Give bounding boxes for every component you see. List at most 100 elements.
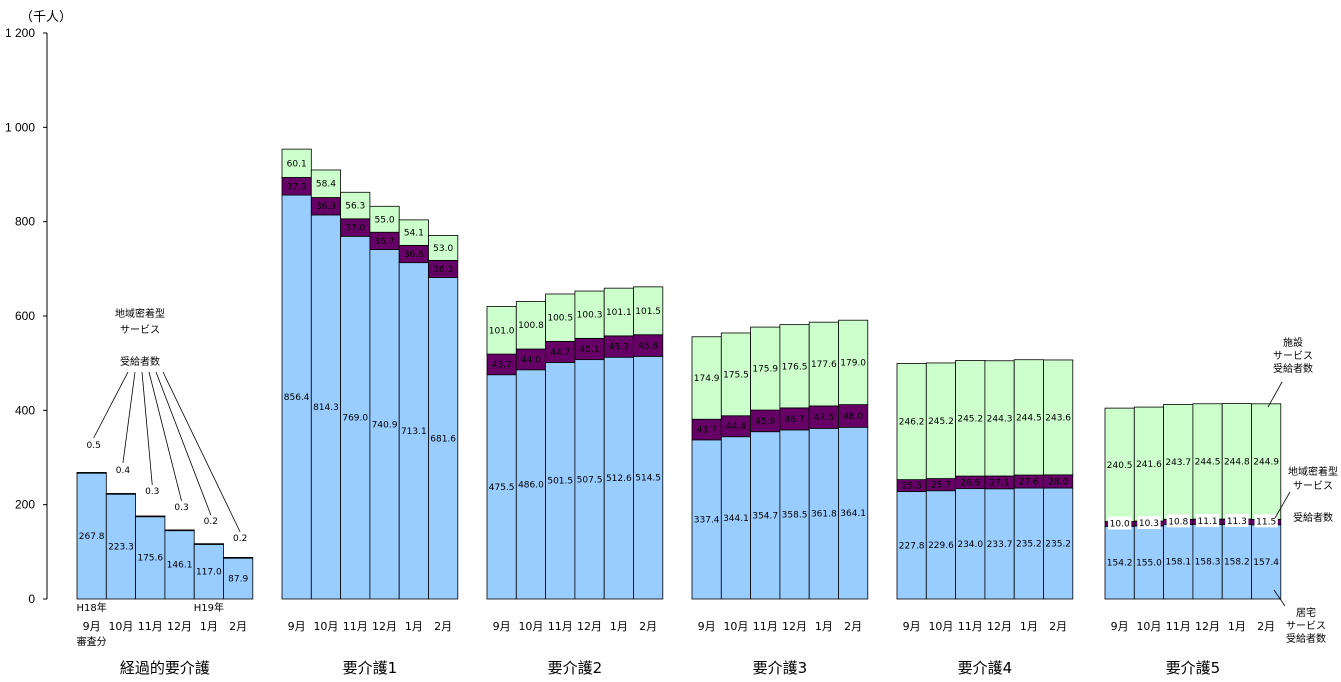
facility-value-label: 100.8 (518, 321, 544, 331)
bar-facility-segment (369, 205, 400, 233)
community-value-label: 46.7 (785, 415, 805, 425)
y-tick-label: 800 (15, 215, 35, 229)
home-value-label: 158.3 (1195, 558, 1221, 568)
facility-value-label: 58.4 (316, 180, 336, 190)
month-label: 1月 (1020, 620, 1038, 633)
community-value-label: 36.3 (433, 265, 453, 275)
community-legend-text: サービス (1293, 480, 1333, 492)
bar-community-segment (164, 529, 195, 532)
home-value-label: 117.0 (196, 567, 222, 577)
home-value-label: 233.7 (987, 540, 1013, 550)
home-value-label: 507.5 (577, 475, 603, 485)
home-value-label: 358.5 (782, 510, 808, 520)
group-label: 経過的要介護 (120, 659, 210, 677)
month-label: 12月 (372, 620, 397, 633)
community-value-label: 45.1 (580, 345, 600, 355)
facility-value-label: 244.9 (1253, 458, 1279, 468)
bars-layer (76, 148, 1282, 600)
bar-facility-segment (808, 321, 839, 407)
group-label: 要介護4 (958, 659, 1013, 677)
bar-home-segment (779, 429, 810, 600)
community-value-label: 11.1 (1198, 517, 1218, 527)
facility-value-label: 54.1 (404, 229, 424, 239)
facility-value-label: 101.1 (606, 308, 632, 318)
month-label: 2月 (434, 620, 452, 633)
bar-facility-segment (925, 362, 956, 479)
bar-facility-segment (340, 191, 371, 220)
bar-facility-segment (838, 319, 869, 406)
month-label: 12月 (167, 620, 192, 633)
bar-home-segment (76, 472, 107, 600)
bar-facility-segment (779, 324, 810, 409)
month-label: 9月 (83, 620, 101, 633)
month-label: 9月 (493, 620, 511, 633)
facility-value-label: 175.9 (752, 365, 778, 375)
month-label: 12月 (782, 620, 807, 633)
home-value-label: 87.9 (228, 574, 248, 584)
y-tick-label: 0 (28, 592, 35, 606)
community-label-box (1137, 516, 1161, 530)
month-label: 9月 (903, 620, 921, 633)
bar-home-segment (428, 277, 459, 600)
home-legend-text: 居宅 (1296, 606, 1316, 619)
month-label: 10月 (313, 620, 338, 633)
home-legend-text: サービス (1286, 620, 1326, 632)
facility-value-label: 53.0 (433, 244, 453, 254)
community-value-label: 44.7 (550, 348, 570, 358)
community-value-label: 45.8 (638, 342, 658, 352)
home-value-label: 175.6 (137, 554, 163, 564)
leader-line (93, 371, 129, 439)
home-value-label: 713.1 (401, 427, 427, 437)
bar-home-segment (1251, 524, 1282, 600)
month-label: 2月 (1049, 620, 1067, 633)
bar-facility-segment (281, 148, 312, 178)
community-value-label: 0.5 (86, 441, 100, 451)
home-value-label: 158.1 (1165, 558, 1191, 568)
month-label: 11月 (1166, 620, 1191, 633)
y-axis: 0 200 400 600 800 1 000 1 200 (5, 26, 48, 606)
community-value-label: 0.3 (145, 487, 159, 497)
unit-label: （千人） (20, 10, 72, 25)
community-label-box (1108, 516, 1132, 530)
facility-value-label: 241.6 (1136, 460, 1162, 470)
bar-home-segment (1221, 523, 1252, 600)
community-label-box (1195, 514, 1220, 528)
facility-value-label: 244.3 (987, 414, 1013, 424)
community-value-label: 36.7 (375, 237, 395, 247)
community-value-label: 11.5 (1256, 517, 1276, 527)
home-value-label: 514.5 (635, 474, 661, 484)
community-value-label: 37.0 (345, 224, 365, 234)
bar-home-segment (545, 362, 576, 600)
year-annotation: H18年 (77, 601, 107, 614)
month-label: 10月 (723, 620, 748, 633)
home-value-label: 146.1 (167, 561, 193, 571)
community-value-label: 28.0 (1048, 477, 1068, 487)
facility-value-label: 101.5 (635, 307, 661, 317)
facility-legend-text: 受給者数 (1273, 362, 1313, 375)
bar-home-segment (720, 436, 751, 600)
facility-value-label: 175.5 (723, 370, 749, 380)
bar-community-segment (76, 472, 107, 474)
facility-value-label: 55.0 (375, 215, 395, 225)
year-annotation: H19年 (194, 601, 224, 614)
bar-facility-segment (545, 293, 576, 342)
group-label: 要介護2 (548, 659, 603, 677)
home-value-label: 154.2 (1107, 559, 1133, 569)
month-label: 10月 (1136, 620, 1161, 633)
facility-value-label: 246.2 (899, 418, 925, 428)
leader-line (148, 371, 182, 502)
facility-value-label: 244.5 (1016, 413, 1042, 423)
community-value-label: 37.3 (287, 182, 307, 192)
bar-community-segment (223, 557, 254, 559)
home-value-label: 337.4 (694, 515, 720, 525)
home-value-label: 740.9 (372, 420, 398, 430)
community-value-label: 44.0 (521, 355, 541, 365)
community-label-box (1254, 514, 1278, 528)
home-value-label: 157.4 (1253, 558, 1279, 568)
bar-facility-segment (896, 363, 927, 481)
home-value-label: 501.5 (547, 477, 573, 487)
bar-home-segment (340, 235, 371, 600)
community-value-label: 36.9 (316, 202, 336, 212)
bar-facility-segment (720, 332, 751, 417)
community-value-label: 25.3 (902, 482, 922, 492)
